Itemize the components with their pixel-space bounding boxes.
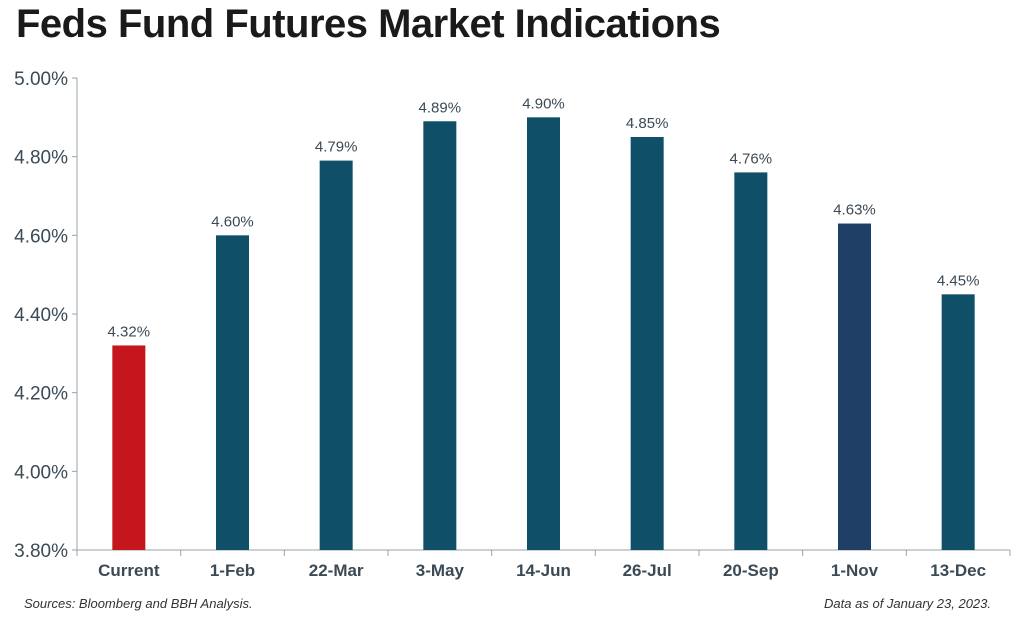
data-label: 4.45% [937, 272, 980, 289]
data-label: 4.60% [211, 213, 254, 230]
x-tick-label: 14-Jun [516, 561, 571, 580]
bar-current [112, 345, 146, 550]
data-label: 4.90% [522, 95, 565, 112]
x-tick-label: 22-Mar [309, 561, 364, 580]
data-label: 4.32% [108, 323, 151, 340]
x-tick-label: 26-Jul [623, 561, 672, 580]
y-tick-label: 4.00% [14, 462, 68, 483]
data-label: 4.85% [626, 115, 669, 132]
x-tick-label: Current [98, 561, 160, 580]
x-axis-ticks: Current 1-Feb 22-Mar 3-May 14-Jun 26-Jul 20-Se… [76, 550, 1011, 580]
y-tick-label: 4.20% [14, 384, 68, 405]
data-labels: 4.32% 4.60% 4.79% 4.89% 4.90% 4.85% 4.76% 4.63%… [108, 95, 980, 340]
y-tick-label: 3.80% [14, 541, 68, 562]
bar-13-dec [941, 294, 975, 550]
chart-title: Feds Fund Futures Market Indications [16, 2, 721, 46]
y-axis-ticks: 3.80% 4.00% 4.20% 4.40% 4.60% 4.80% 5.00% [14, 69, 77, 562]
x-tick-label: 1-Nov [831, 561, 879, 580]
data-label: 4.79% [315, 139, 358, 156]
bar-20-sep [734, 172, 768, 550]
bar-22-mar [319, 160, 353, 550]
data-label: 4.63% [833, 202, 876, 219]
source-note: Sources: Bloomberg and BBH Analysis. [24, 596, 253, 611]
bar-14-jun [527, 117, 560, 550]
bar-series [112, 117, 975, 551]
y-tick-label: 4.40% [14, 305, 68, 326]
y-tick-label: 4.80% [14, 148, 68, 169]
y-tick-label: 5.00% [14, 69, 68, 90]
data-label: 4.76% [730, 150, 773, 167]
date-note: Data as of January 23, 2023. [824, 596, 991, 611]
x-tick-label: 1-Feb [210, 561, 255, 580]
x-tick-label: 20-Sep [723, 561, 779, 580]
x-tick-label: 3-May [416, 561, 465, 580]
data-label: 4.89% [419, 99, 462, 116]
bar-1-feb [216, 235, 249, 551]
bar-1-nov [838, 223, 871, 551]
x-tick-label: 13-Dec [930, 561, 986, 580]
bar-26-jul [630, 137, 664, 550]
bar-3-may [423, 121, 457, 551]
y-tick-label: 4.60% [14, 226, 68, 247]
